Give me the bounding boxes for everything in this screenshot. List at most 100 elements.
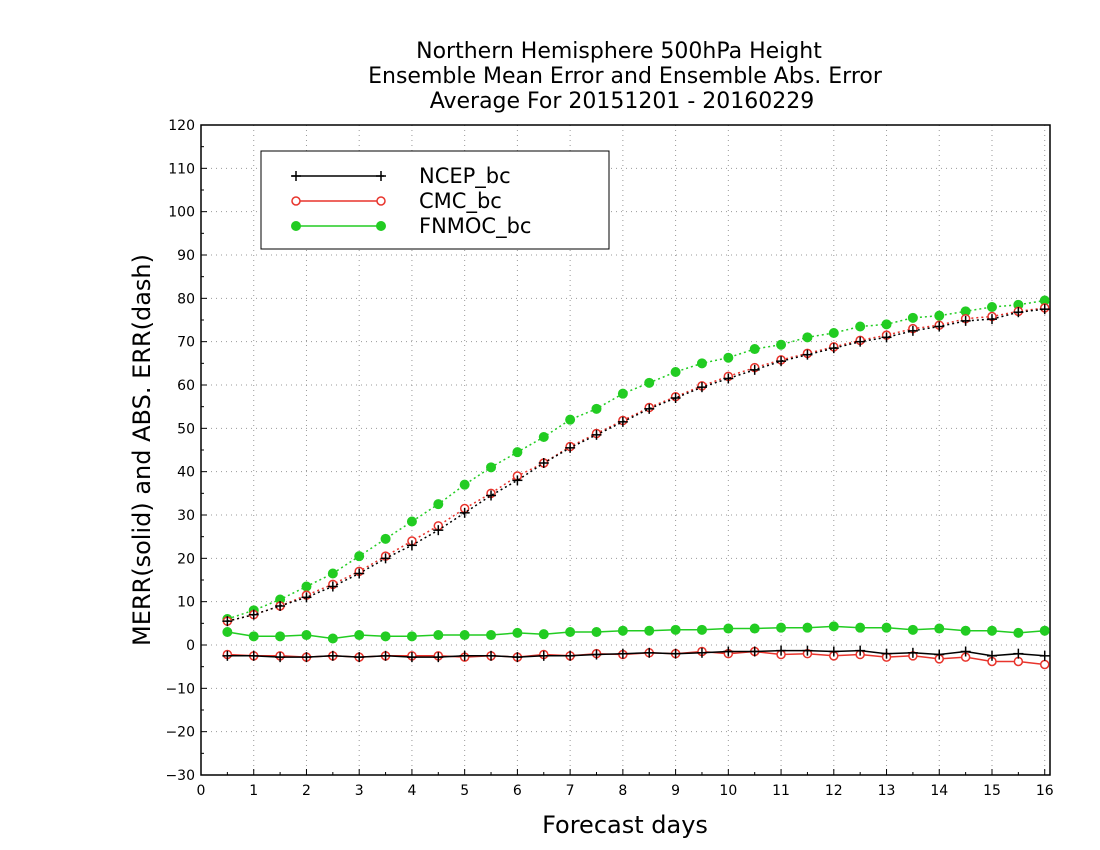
ncep-bc-abserr-point [644,403,655,414]
series-layer [222,295,1050,670]
x-tick-label: 12 [825,783,843,799]
ncep-bc-abserr-point [591,429,602,440]
ncep-bc-merr-point [749,646,760,657]
fnmoc-bc-merr-point [828,621,839,632]
y-tick-label: 60 [177,378,195,394]
fnmoc-bc-merr-point [1039,625,1050,636]
legend-box [260,150,610,250]
fnmoc-bc-merr-point [670,624,681,635]
fnmoc-bc-abserr-point [591,403,602,414]
ncep-bc-abserr-point [696,382,707,393]
series-cmc-bc [222,303,1050,670]
y-tick-label: 100 [168,205,195,221]
ncep-bc-abserr-point [670,393,681,403]
y-tick-label: −10 [165,681,195,697]
ncep-bc-merr-point [644,647,655,658]
fnmoc-bc-merr-line [227,625,1045,640]
legend-marker-cmc-bc [291,196,301,206]
fnmoc-bc-abserr-point [406,516,417,527]
y-tick-label: 10 [177,595,195,611]
x-tick-label: 6 [513,783,522,799]
ncep-bc-merr-point [591,649,602,660]
fnmoc-bc-merr-point [565,627,576,637]
ncep-bc-merr-point [354,652,365,663]
ncep-bc-abserr-point [538,458,549,468]
ncep-bc-merr-point [565,650,576,661]
y-tick-label: 90 [177,248,195,264]
x-tick-label: 15 [983,783,1001,799]
ncep-bc-merr-point [327,650,338,661]
ncep-bc-merr-point [406,652,417,663]
ncep-bc-abserr-point [907,325,918,336]
fnmoc-bc-abserr-point [565,414,576,425]
ncep-bc-merr-point [960,646,971,657]
fnmoc-bc-abserr-point [881,319,892,330]
x-tick-label: 9 [671,783,680,799]
ncep-bc-abserr-point [855,336,866,347]
ncep-bc-merr-point [723,646,734,657]
fnmoc-bc-merr-point [617,625,628,636]
fnmoc-bc-abserr-point [670,367,681,377]
chart-title: Northern Hemisphere 500hPa Height Ensemb… [368,39,883,114]
ncep-bc-merr-point [881,648,892,659]
legend-marker-cmc-bc [376,196,386,206]
fnmoc-bc-abserr-point [459,479,470,490]
ncep-bc-merr-point [512,652,523,663]
x-tick-label: 3 [355,783,364,799]
ncep-bc-abserr-point [222,616,233,627]
y-tick-label: −20 [165,725,195,741]
legend-marker-ncep-bc [291,171,301,181]
fnmoc-bc-abserr-point [354,551,365,562]
ncep-bc-abserr-point [986,314,997,325]
y-tick-label: −30 [165,768,195,784]
ncep-bc-merr-point [486,650,497,661]
ncep-bc-abserr-point [512,475,523,486]
fnmoc-bc-abserr-point [301,581,312,592]
fnmoc-bc-merr-point [986,625,997,636]
y-tick-label: 40 [177,465,195,481]
y-tick-label: 30 [177,508,195,524]
ncep-bc-abserr-point [433,525,444,536]
ncep-bc-abserr-point [327,581,338,592]
fnmoc-bc-merr-point [459,630,470,641]
x-tick-label: 5 [460,783,469,799]
fnmoc-bc-merr-point [723,623,734,634]
x-tick-label: 1 [249,783,258,799]
fnmoc-bc-merr-point [354,630,365,641]
ncep-bc-abserr-point [1013,307,1024,318]
fnmoc-bc-abserr-point [512,447,523,458]
legend-label-fnmoc-bc: FNMOC_bc [419,214,531,239]
ncep-bc-merr-point [696,647,707,658]
ncep-bc-abserr-point [354,568,365,579]
y-tick-label: 0 [186,638,195,654]
legend-label-cmc-bc: CMC_bc [419,189,502,214]
y-tick-label: 80 [177,291,195,307]
fnmoc-bc-abserr-point [855,321,866,332]
fnmoc-bc-abserr-point [433,499,444,510]
ncep-bc-merr-line [227,649,1045,658]
ncep-bc-abserr-point [565,442,576,453]
x-tick-label: 7 [566,783,575,799]
fnmoc-bc-merr-point [644,625,655,636]
ncep-bc-abserr-line [227,308,1045,622]
ncep-bc-merr-point [802,645,813,656]
fnmoc-bc-abserr-point [749,344,760,355]
cmc-bc-merr-point [1039,659,1050,670]
fnmoc-bc-abserr-line [227,299,1045,620]
x-tick-label: 4 [407,783,416,799]
ncep-bc-merr-point [459,650,470,661]
ncep-bc-merr-point [986,650,997,661]
ncep-bc-merr-point [617,648,628,659]
ncep-bc-abserr-point [301,592,312,603]
fnmoc-bc-abserr-point [828,328,839,338]
fnmoc-bc-abserr-point [802,332,813,343]
series-fnmoc-bc [222,295,1050,644]
ncep-bc-merr-point [670,648,681,659]
y-tick-label: 20 [177,551,195,567]
fnmoc-bc-abserr-point [723,352,734,363]
fnmoc-bc-abserr-point [986,302,997,312]
ncep-bc-abserr-point [749,364,760,375]
x-tick-label: 13 [878,783,896,799]
